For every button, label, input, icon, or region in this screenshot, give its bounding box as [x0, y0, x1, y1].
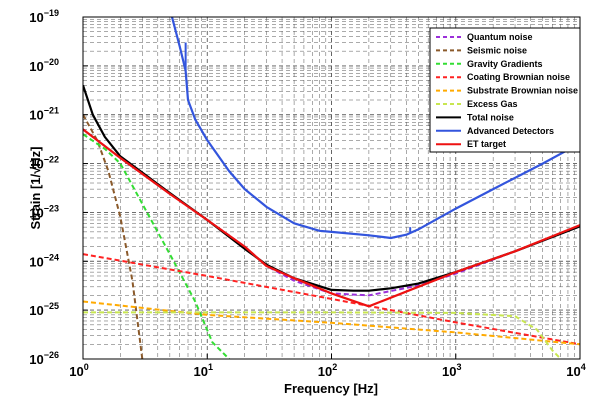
axis-ticks: [82, 16, 581, 360]
series-line-gravity-gradients: [83, 133, 230, 359]
y-tick-label: 10−19: [29, 8, 59, 25]
series-line-substrate-brownian-noise: [83, 300, 580, 346]
x-tick-label: 100: [69, 362, 88, 379]
legend-label: Excess Gas: [467, 99, 518, 109]
series-group: [83, 17, 580, 359]
legend-label: Seismic noise: [467, 45, 527, 55]
y-tick-label: 10−23: [29, 203, 59, 220]
y-tick-label: 10−21: [29, 106, 59, 123]
legend-label: Total noise: [467, 112, 514, 122]
legend-label: ET target: [467, 139, 506, 149]
x-tick-label: 104: [566, 362, 585, 379]
y-tick-label: 10−20: [29, 57, 59, 74]
series-line-advanced-detectors: [170, 17, 580, 240]
x-axis-title: Frequency [Hz]: [284, 381, 378, 396]
legend-label: Quantum noise: [467, 32, 533, 42]
series-line-excess-gas: [83, 311, 562, 359]
legend: Quantum noise Seismic noise Gravity Gradie…: [429, 27, 581, 153]
series-line-et-target: [83, 128, 580, 308]
y-tick-label: 10−22: [29, 155, 59, 172]
x-tick-label: 101: [194, 362, 213, 379]
y-axis-title: Strain [1/√Hz]: [28, 147, 43, 230]
x-tick-labels: 100 101 102 103 104: [69, 362, 585, 379]
x-tick-label: 103: [442, 362, 461, 379]
legend-label: Gravity Gradients: [467, 59, 543, 69]
y-tick-label: 10−25: [29, 301, 59, 318]
y-tick-label: 10−24: [29, 252, 59, 269]
legend-label: Advanced Detectors: [467, 126, 554, 136]
legend-label: Substrate Brownian noise: [467, 86, 578, 96]
y-tick-label: 10−26: [29, 350, 59, 367]
series-line-seismic-noise: [83, 114, 144, 359]
y-tick-labels: 10−26 10−25 10−24 10−23 10−22 10−21 10−20 10−19: [29, 8, 59, 367]
legend-label: Coating Brownian noise: [467, 72, 570, 82]
series-layer: [83, 17, 580, 359]
series-line-coating-brownian-noise: [83, 253, 580, 346]
x-tick-label: 102: [318, 362, 337, 379]
